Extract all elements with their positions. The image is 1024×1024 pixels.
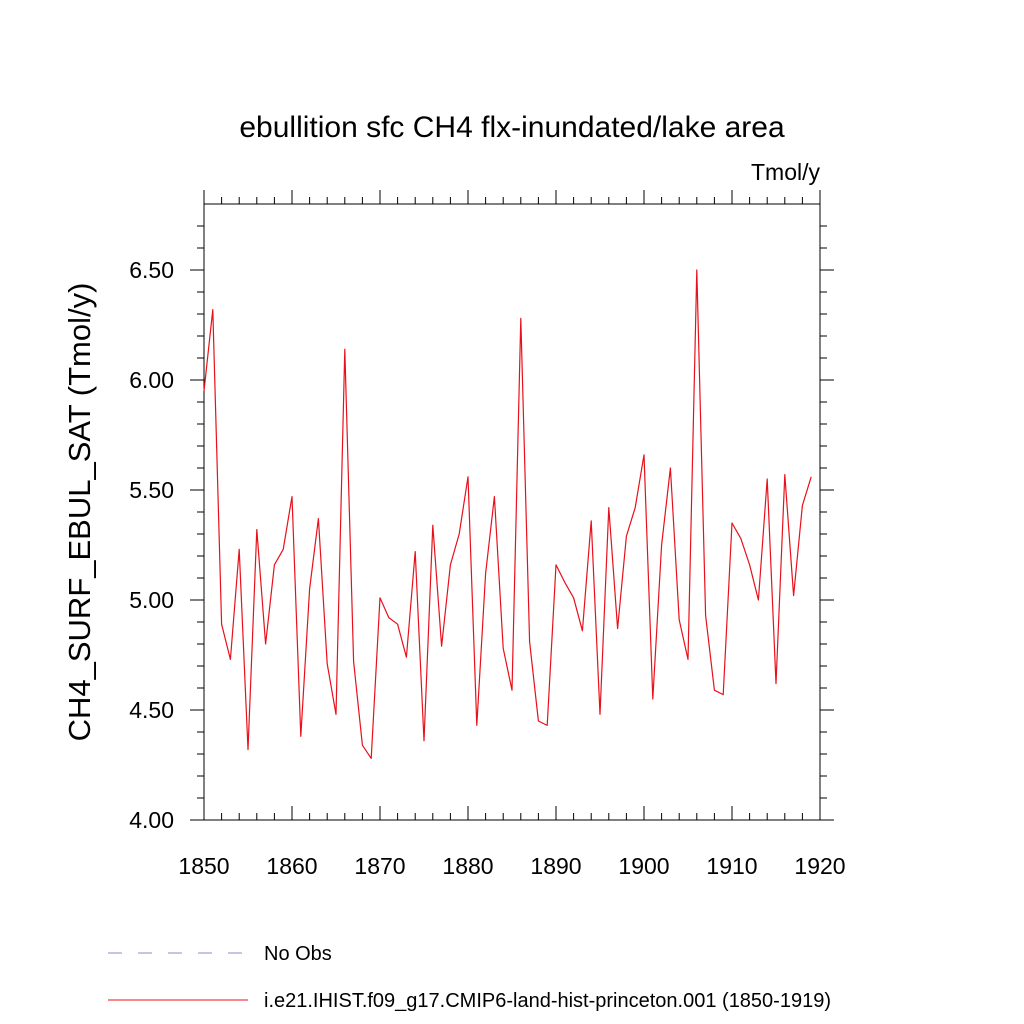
plot-area: 1850 1860 1870 1880 1890 1900 1910 1920 4.00 4.50… (129, 190, 846, 879)
legend: No Obs i.e21.IHIST.f09_g17.CMIP6-land-hi… (108, 943, 831, 1012)
x-tick-label: 1860 (266, 853, 317, 879)
legend-label-model-run: i.e21.IHIST.f09_g17.CMIP6-land-hist-prin… (264, 990, 831, 1012)
axis-tick-labels: 1850 1860 1870 1880 1890 1900 1910 1920 4.00 4.50… (129, 257, 845, 879)
x-tick-label: 1890 (530, 853, 581, 879)
y-tick-label: 6.00 (129, 367, 174, 393)
legend-label-no-obs: No Obs (264, 943, 332, 965)
x-tick-label: 1870 (354, 853, 405, 879)
x-tick-label: 1880 (442, 853, 493, 879)
series-line-0 (203, 269, 812, 760)
y-tick-label: 4.50 (129, 697, 174, 723)
y-tick-label: 5.50 (129, 477, 174, 503)
x-tick-label: 1910 (706, 853, 757, 879)
x-tick-label: 1900 (618, 853, 669, 879)
chart-title: ebullition sfc CH4 flx-inundated/lake ar… (239, 111, 785, 144)
y-tick-label: 6.50 (129, 257, 174, 283)
axis-ticks (190, 190, 834, 821)
x-tick-label: 1850 (178, 853, 229, 879)
y-tick-label: 4.00 (129, 807, 174, 833)
units-label: Tmol/y (751, 159, 821, 185)
y-tick-label: 5.00 (129, 587, 174, 613)
y-axis-label: CH4_SURF_EBUL_SAT (Tmol/y) (62, 283, 97, 742)
x-tick-label: 1920 (794, 853, 845, 879)
plot-frame (203, 203, 821, 821)
series-layer (203, 269, 812, 760)
